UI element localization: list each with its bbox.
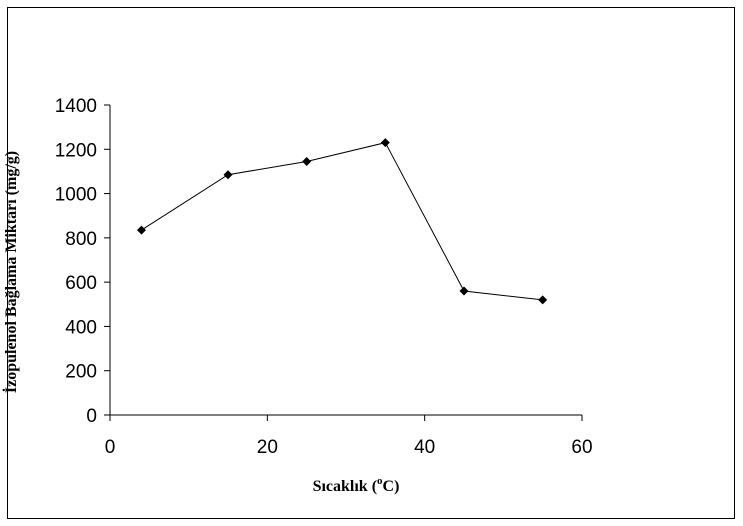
y-tick-label: 800 <box>65 229 97 250</box>
data-point-marker <box>223 170 233 180</box>
y-tick-label: 1400 <box>55 96 97 117</box>
y-ticks: 0 200 400 600 800 1000 1200 1400 <box>55 96 110 427</box>
y-tick-label: 1000 <box>55 185 97 206</box>
y-tick-label: 200 <box>65 362 97 383</box>
y-tick-label: 600 <box>65 273 97 294</box>
x-ticks: 0 20 40 60 <box>105 415 593 458</box>
data-point-marker <box>136 225 146 235</box>
y-tick-label: 400 <box>65 317 97 338</box>
x-axis-label: Sıcaklık (oC) <box>313 475 400 495</box>
series-line <box>141 142 543 301</box>
y-axis-label: İzopulenol Bağlama Miktarı (mg/g) <box>1 151 20 393</box>
chart-frame <box>7 7 735 519</box>
data-point-marker <box>380 138 390 148</box>
y-tick-label: 0 <box>86 406 97 427</box>
series-group <box>136 138 548 305</box>
x-tick-label: 60 <box>571 437 592 458</box>
y-tick-label: 1200 <box>55 140 97 161</box>
x-tick-label: 40 <box>414 437 435 458</box>
x-tick-label: 20 <box>257 437 278 458</box>
data-point-marker <box>302 156 312 166</box>
x-tick-label: 0 <box>105 437 116 458</box>
data-point-marker <box>538 295 548 305</box>
data-point-marker <box>459 286 469 296</box>
axes <box>109 105 582 416</box>
